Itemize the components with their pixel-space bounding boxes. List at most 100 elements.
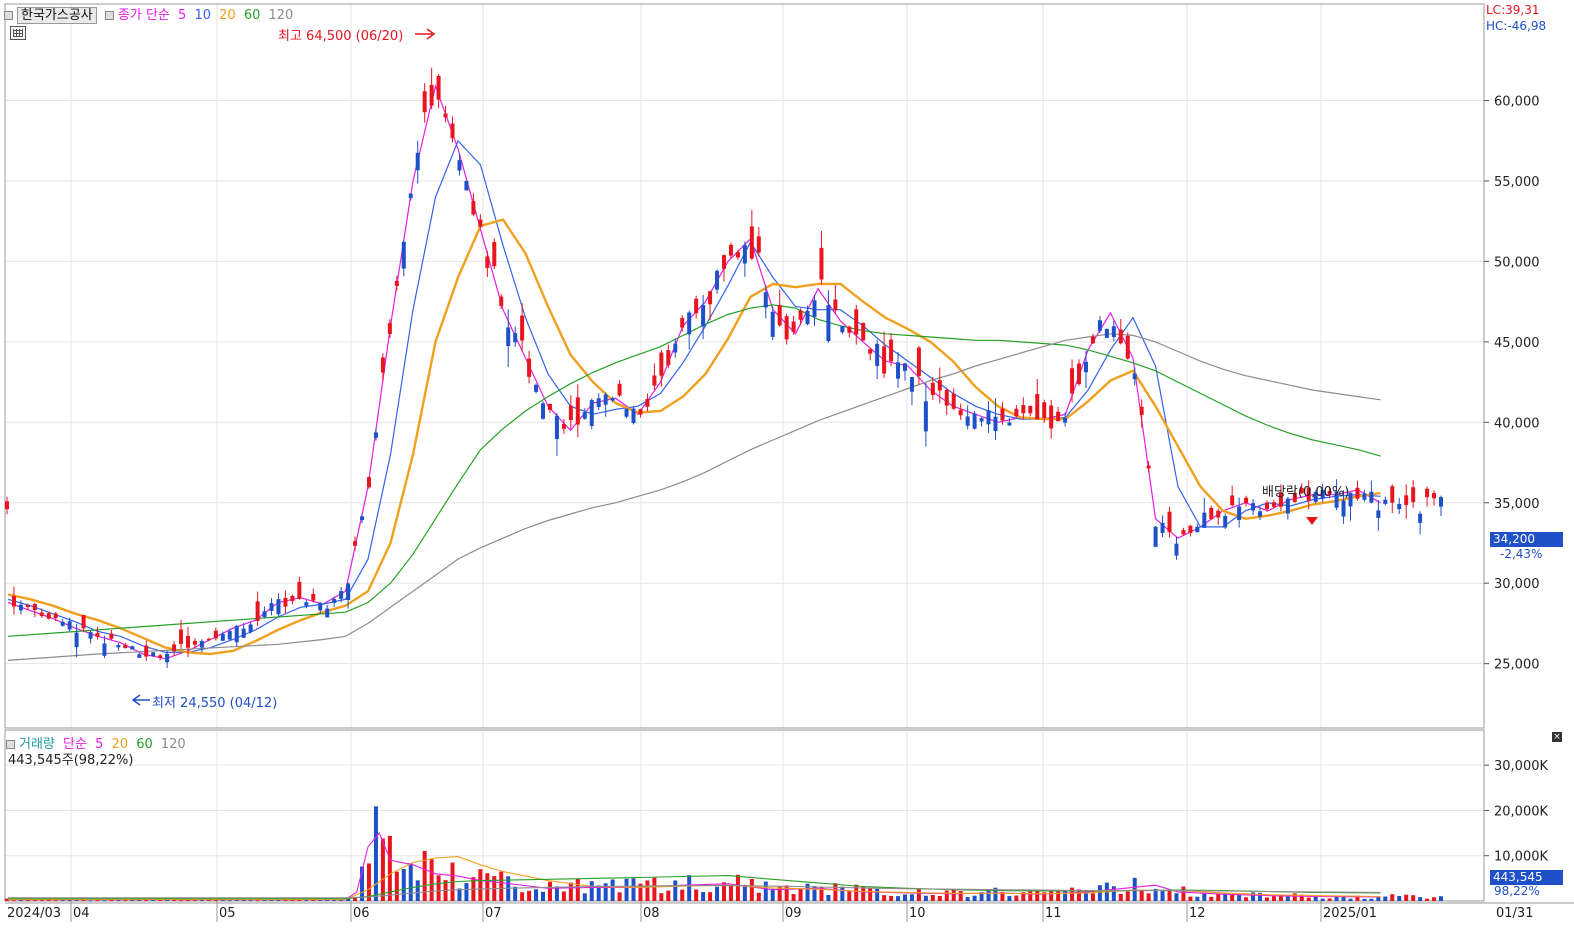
candle-body (631, 408, 636, 424)
volume-bar (346, 898, 351, 901)
volume-bar (1167, 890, 1172, 901)
volume-bar (1390, 894, 1395, 901)
volume-bar (889, 895, 894, 901)
legend-toggle-icon[interactable] (104, 11, 114, 20)
vol-ma120-label: 120 (160, 737, 186, 752)
candle-body (1355, 487, 1360, 499)
candle-body (206, 638, 211, 641)
candle-body (1188, 525, 1193, 533)
candle-body (1237, 506, 1242, 521)
volume-bar (241, 899, 246, 901)
candle-body (568, 405, 573, 421)
candle-body (513, 333, 518, 343)
ma20-label: 20 (219, 8, 236, 23)
volume-bar (554, 886, 559, 901)
x-axis-label: 04 (73, 906, 90, 921)
candle-body (875, 343, 880, 366)
volume-bar (380, 838, 385, 901)
volume-bar (1313, 896, 1318, 901)
legend-toggle-icon[interactable] (6, 740, 15, 749)
volume-bar (1341, 896, 1346, 901)
candle-body (492, 241, 497, 267)
candle-body (269, 603, 274, 611)
volume-bar (5, 898, 9, 901)
candle-body (394, 280, 399, 286)
high-arrow-icon (415, 28, 436, 40)
volume-bar (1237, 895, 1242, 901)
stock-name[interactable]: 한국가스공사 (17, 7, 97, 24)
vol-ma5-label: 5 (95, 737, 104, 752)
legend-toggle-icon[interactable] (4, 11, 13, 20)
candle-body (179, 629, 184, 644)
ma120-label: 120 (268, 8, 294, 23)
candle-body (1021, 405, 1026, 414)
candle-body (958, 409, 963, 416)
candle-body (366, 477, 371, 488)
volume-moving-averages (8, 832, 1381, 901)
volume-bar (1097, 885, 1102, 901)
candle-body (506, 327, 511, 347)
volume-bar (339, 899, 344, 901)
candle-body (582, 412, 587, 419)
volume-bar (1397, 896, 1402, 901)
candle-body (1007, 422, 1012, 426)
candle-body (986, 410, 991, 425)
candle-body (422, 91, 427, 113)
volume-bar (360, 866, 365, 901)
volume-tick-label: 10,000K (1494, 850, 1548, 865)
volume-bar (791, 894, 796, 901)
volume-bar (478, 869, 483, 901)
candle-body (283, 597, 288, 607)
ma-label: 종가 단순 (117, 8, 170, 23)
volume-bar (589, 881, 594, 901)
candle-body (332, 598, 337, 603)
volume-bar (1056, 891, 1061, 901)
volume-bar (534, 889, 539, 901)
volume-bar (234, 899, 239, 901)
candle-body (1418, 513, 1423, 523)
volume-bar (53, 900, 58, 902)
volume-bar (220, 900, 225, 902)
volume-bar (527, 890, 532, 901)
candle-body (429, 84, 434, 106)
candle-body (1362, 493, 1367, 500)
volume-bar (1271, 896, 1276, 901)
volume-bar (394, 871, 399, 901)
volume-bar (32, 899, 37, 901)
volume-bar (687, 875, 692, 901)
grid-table-icon[interactable] (10, 26, 26, 40)
candle-body (220, 633, 225, 641)
volume-bar (1292, 893, 1297, 901)
candle-body (25, 604, 30, 608)
x-axis-label: 2025/01 (1323, 906, 1377, 921)
candle-body (826, 305, 831, 342)
volume-ma-line (8, 832, 1381, 901)
volume-bar (464, 883, 469, 901)
candle-body (791, 321, 796, 332)
volume-bar (1264, 897, 1269, 901)
volume-bar (1223, 893, 1228, 901)
candle-body (854, 309, 859, 335)
volume-panel-frame (4, 729, 1485, 902)
volume-bar (1174, 893, 1179, 901)
volume-bar (993, 887, 998, 901)
price-tick-label: 45,000 (1494, 336, 1540, 351)
candle-body (1306, 487, 1311, 501)
candle-body (74, 632, 79, 648)
candle-body (645, 399, 650, 407)
candle-body (499, 296, 504, 307)
price-tick-label: 35,000 (1494, 497, 1540, 512)
candle-body (102, 643, 107, 656)
candle-body (1014, 408, 1019, 417)
candle-body (408, 193, 413, 199)
candle-body (673, 343, 678, 353)
candle-body (770, 311, 775, 337)
panel-close-icon[interactable]: × (1552, 732, 1562, 742)
candle-body (95, 632, 100, 637)
volume-bar (1327, 898, 1332, 901)
vol-ma20-label: 20 (111, 737, 129, 752)
volume-bar (652, 877, 657, 901)
volume-tick-label: 30,000K (1494, 759, 1548, 774)
